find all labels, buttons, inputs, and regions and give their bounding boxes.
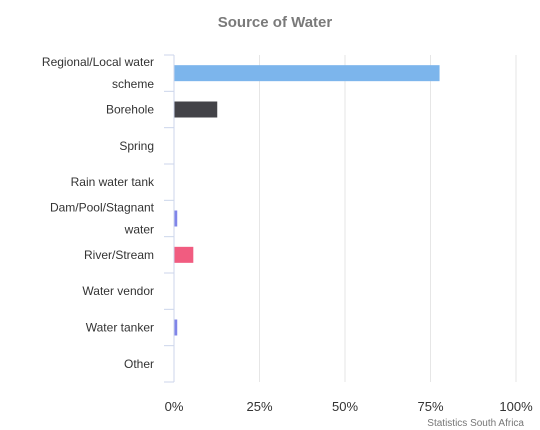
category-label: Borehole — [106, 103, 154, 117]
category-label: water — [124, 223, 154, 237]
chart-credit[interactable]: Statistics South Africa — [427, 418, 524, 429]
x-tick-label: 75% — [417, 399, 443, 414]
bar — [174, 319, 178, 336]
category-label: Dam/Pool/Stagnant — [50, 201, 155, 215]
bar — [174, 210, 178, 227]
category-label: Other — [124, 357, 154, 371]
x-tick-label: 100% — [499, 399, 533, 414]
x-tick-label: 0% — [165, 399, 184, 414]
bar — [174, 65, 440, 82]
category-label: Water tanker — [86, 321, 154, 335]
category-label: Regional/Local water — [42, 55, 154, 69]
category-axis — [164, 54, 175, 383]
gridlines — [259, 55, 517, 382]
category-label: Spring — [119, 139, 154, 153]
x-tick-labels: 0% 25% 50% 75% 100% — [165, 399, 533, 414]
category-label: River/Stream — [84, 248, 154, 262]
bars — [174, 65, 440, 336]
category-label: scheme — [112, 77, 154, 91]
category-labels: Regional/Local water scheme Borehole Spring… — [42, 55, 155, 371]
category-label: Rain water tank — [71, 175, 155, 189]
bar — [174, 101, 218, 118]
chart-title: Source of Water — [218, 14, 333, 31]
x-tick-label: 50% — [332, 399, 358, 414]
x-tick-label: 25% — [246, 399, 272, 414]
bar — [174, 246, 194, 263]
category-label: Water vendor — [82, 284, 154, 298]
